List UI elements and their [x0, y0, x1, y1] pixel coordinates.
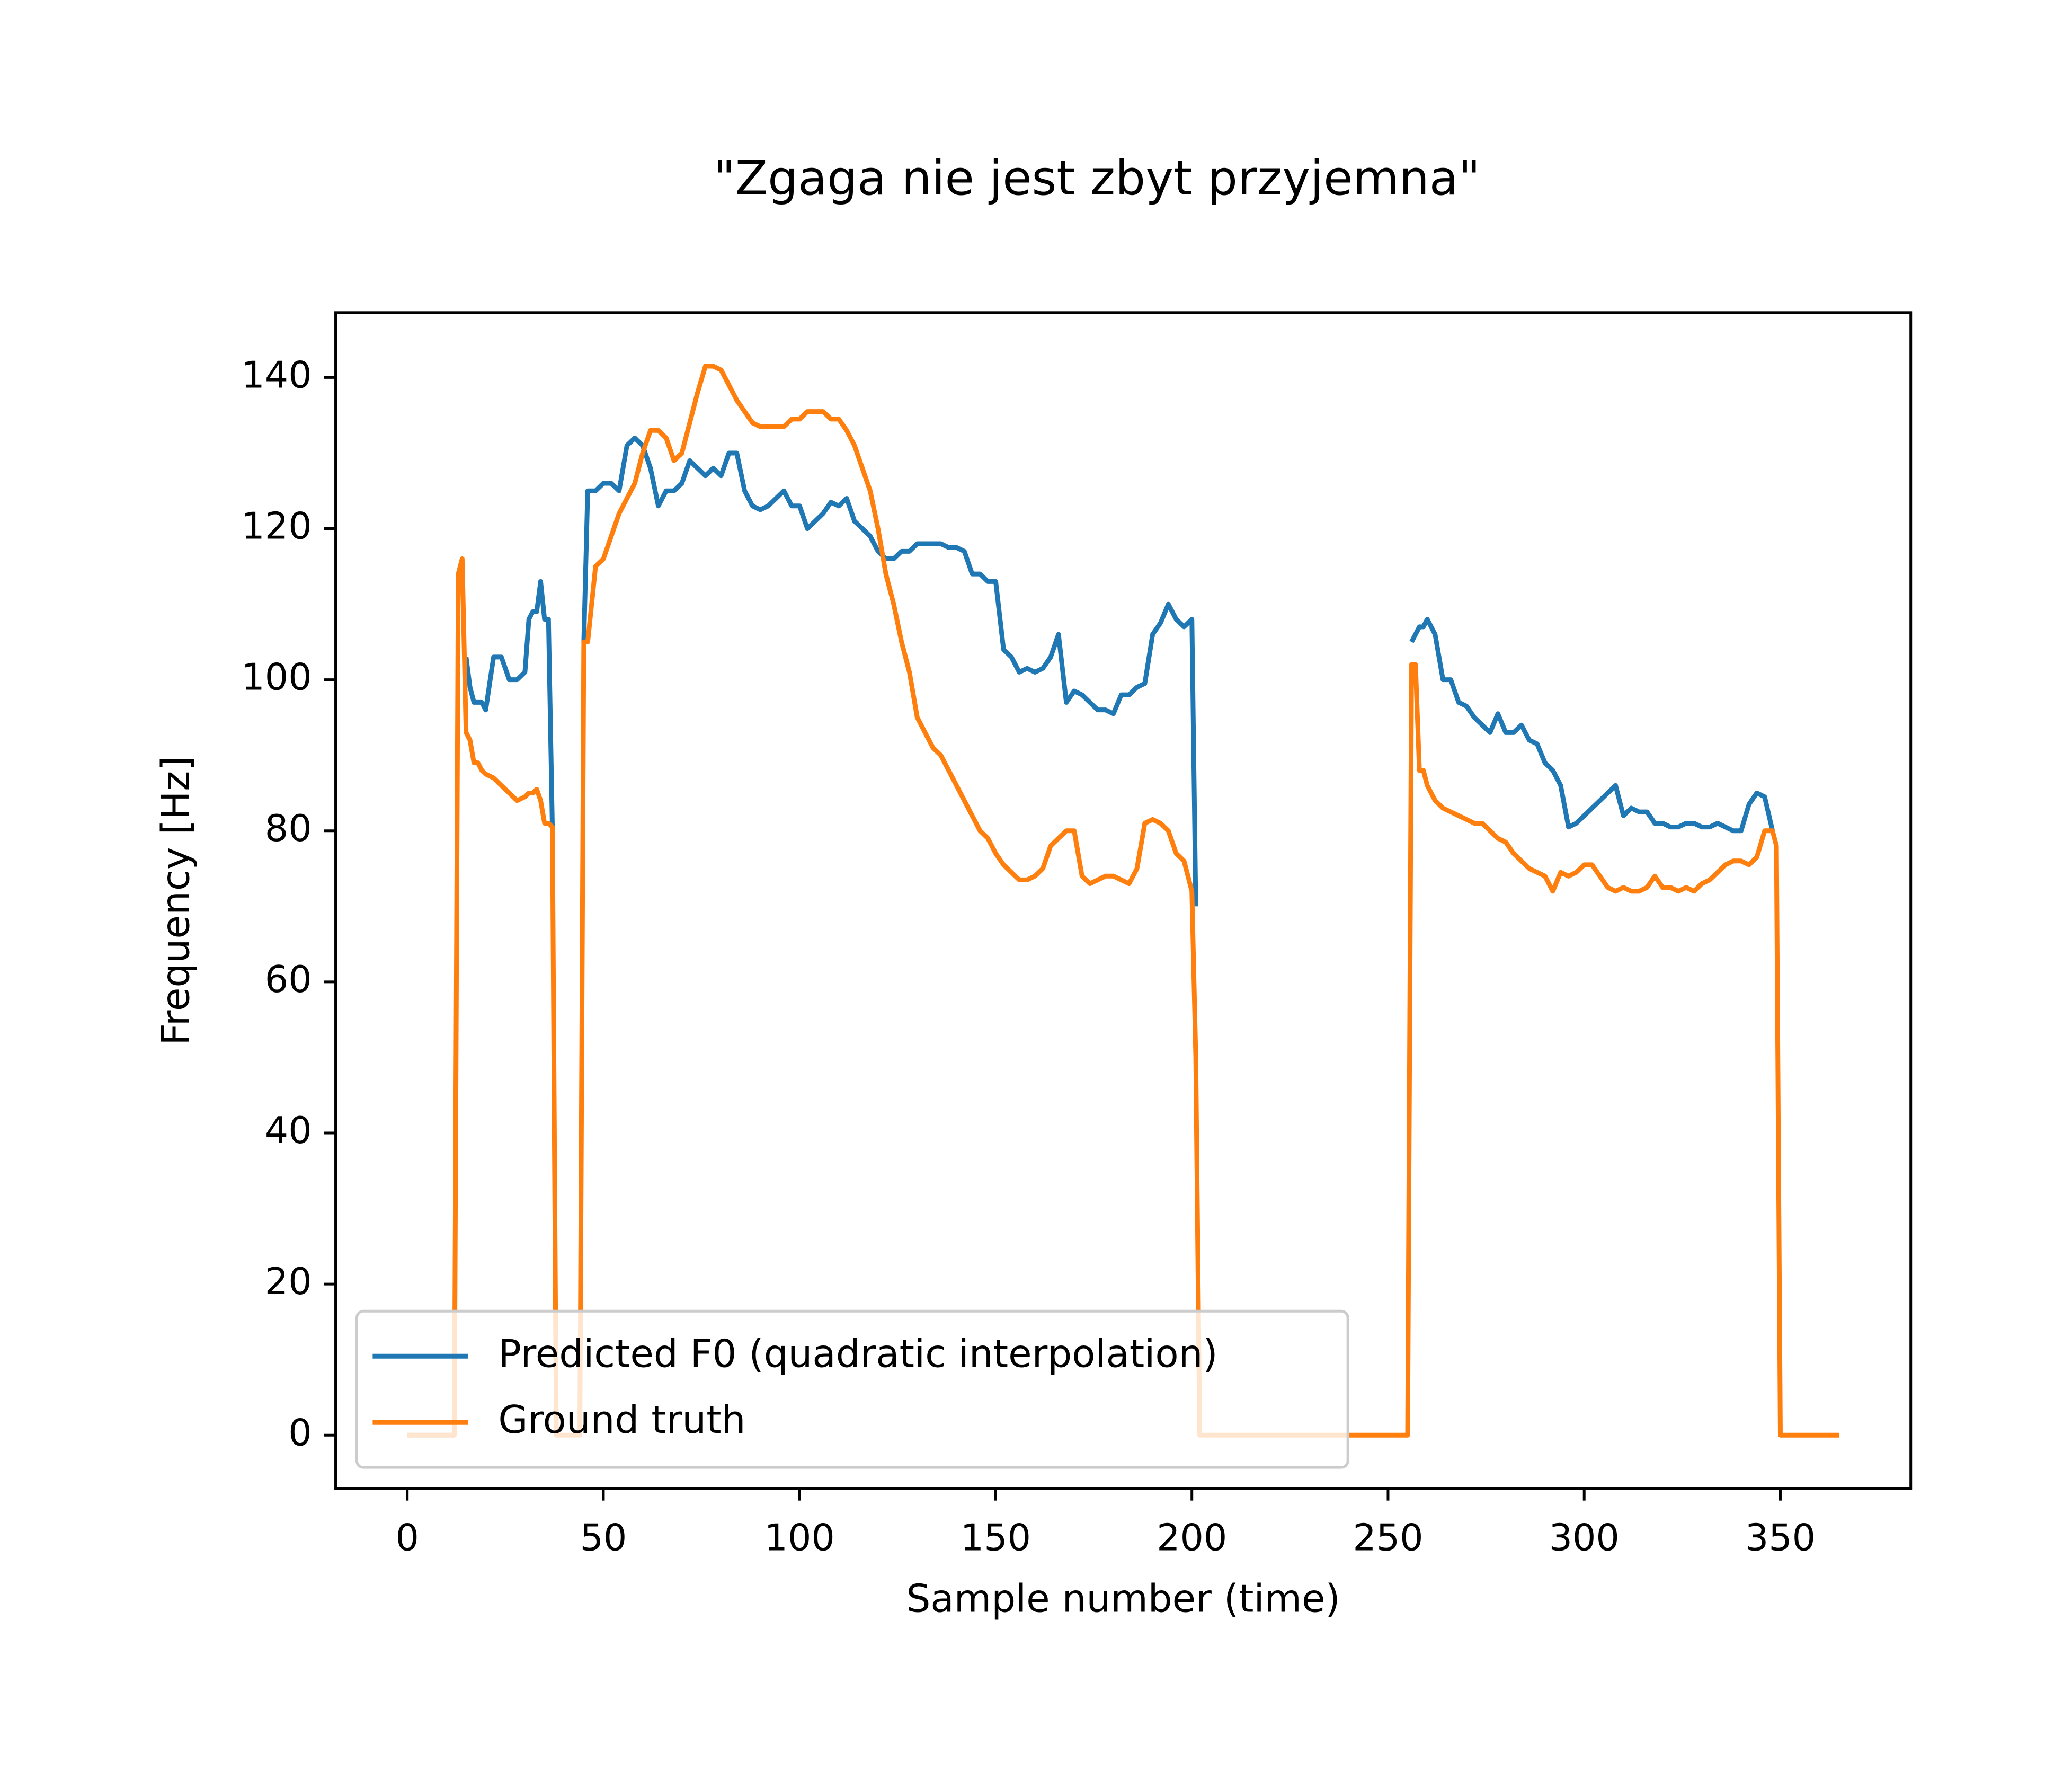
x-tick-label: 250 [1353, 1517, 1423, 1560]
x-tick-label: 150 [961, 1517, 1031, 1560]
y-tick-label: 0 [288, 1411, 312, 1454]
legend-label: Ground truth [498, 1398, 745, 1442]
x-tick-label: 200 [1157, 1517, 1227, 1560]
y-tick-label: 20 [265, 1260, 312, 1303]
x-tick-label: 0 [395, 1517, 419, 1560]
y-tick-label: 80 [265, 807, 312, 850]
chart-title: "Zgaga nie jest zbyt przyjemna" [713, 151, 1480, 206]
x-tick-label: 100 [764, 1517, 835, 1560]
y-tick-label: 120 [241, 505, 312, 548]
y-tick-label: 60 [265, 958, 312, 1001]
y-tick-label: 140 [241, 353, 312, 396]
plot-frame [334, 311, 1913, 1490]
x-tick-label: 350 [1745, 1517, 1816, 1560]
series-line [407, 364, 1839, 1438]
x-tick-label: 50 [580, 1517, 627, 1560]
legend-box [355, 1309, 1349, 1469]
legend-label: Predicted F0 (quadratic interpolation) [498, 1332, 1217, 1376]
y-axis-label: Frequency [Hz] [154, 756, 199, 1045]
y-tick-label: 100 [241, 656, 312, 699]
y-tick-label: 40 [265, 1109, 312, 1152]
x-tick-label: 300 [1549, 1517, 1620, 1560]
x-axis-label: Sample number (time) [906, 1577, 1340, 1622]
